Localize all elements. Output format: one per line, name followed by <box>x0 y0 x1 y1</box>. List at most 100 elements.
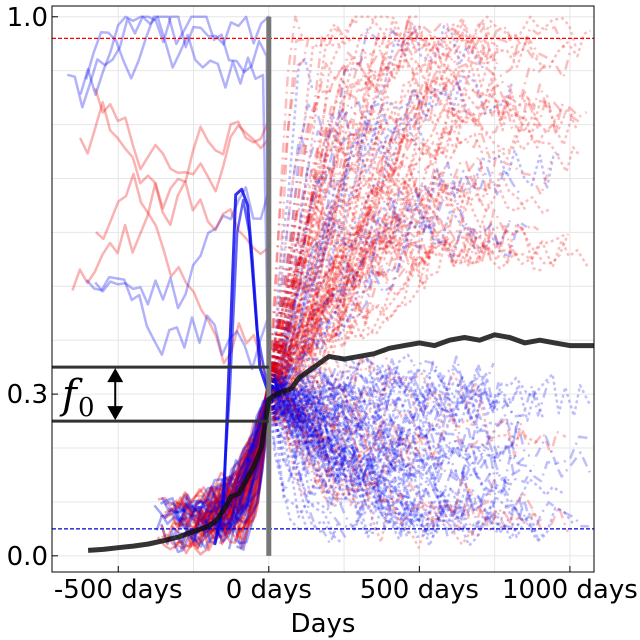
trajectory-line-180 <box>267 170 388 395</box>
trajectory-line-181 <box>267 145 348 395</box>
trajectory-line-80 <box>201 393 271 504</box>
trajectory-line-220 <box>268 365 366 403</box>
trajectory-line-213 <box>267 393 317 485</box>
trajectory-line-223 <box>267 388 569 533</box>
trajectory-line-314 <box>268 392 437 478</box>
trajectory-line-195 <box>267 44 450 395</box>
trajectory-line-207 <box>267 153 553 395</box>
trajectory-line-279 <box>267 393 496 516</box>
trajectory-line-208 <box>267 35 355 395</box>
trajectory-line-48 <box>153 393 270 526</box>
trajectory-line-228 <box>267 393 346 475</box>
trajectory-line-290 <box>268 388 567 458</box>
trajectory-line-108 <box>267 15 418 395</box>
trajectory-line-218 <box>267 386 367 430</box>
x-tick-label-0: -500 days <box>54 575 183 605</box>
trajectory-line-300 <box>267 393 372 485</box>
trajectory-line-305 <box>267 393 372 503</box>
trajectory-line-198 <box>268 115 426 398</box>
trajectory-line-8 <box>155 393 270 531</box>
trajectory-line-194 <box>267 32 381 395</box>
trajectory-line-309 <box>268 382 404 456</box>
trajectory-line-109 <box>267 240 337 395</box>
trajectory-line-4 <box>191 393 271 550</box>
trajectory-line-298 <box>267 378 545 423</box>
trajectory-line-124 <box>267 61 548 395</box>
trajectory-line-248 <box>267 386 446 522</box>
trajectory-line-28 <box>204 393 271 517</box>
trajectory-line-214 <box>268 392 363 473</box>
trajectory-line-93 <box>78 100 271 395</box>
trajectory-line-274 <box>267 393 309 477</box>
trajectory-line-184 <box>268 228 544 397</box>
trajectory-line-206 <box>267 55 499 395</box>
trajectory-line-179 <box>267 57 395 395</box>
trajectory-line-302 <box>267 375 588 472</box>
trajectory-line-294 <box>267 366 447 412</box>
trajectory-line-17 <box>156 390 270 551</box>
trajectory-line-235 <box>267 393 301 429</box>
trajectory-line-159 <box>267 97 579 395</box>
trajectory-line-84 <box>164 393 271 524</box>
trajectory-line-224 <box>267 393 301 532</box>
trajectory-line-216 <box>267 384 500 541</box>
trajectory-line-243 <box>267 375 300 418</box>
trajectory-line-276 <box>267 373 443 415</box>
trajectory-line-261 <box>268 392 511 501</box>
trajectory-line-130 <box>267 150 372 396</box>
trajectory-line-143 <box>268 225 513 396</box>
trajectory-line-273 <box>267 393 296 494</box>
trajectory-line-168 <box>268 214 370 399</box>
mean-series <box>87 332 594 553</box>
trajectory-line-94 <box>84 15 271 395</box>
trajectory-line-263 <box>267 393 351 511</box>
trajectory-line-191 <box>267 124 344 395</box>
x-axis-title: Days <box>291 609 356 639</box>
trajectory-line-128 <box>267 90 531 395</box>
trajectory-line-259 <box>267 379 534 538</box>
trajectory-line-201 <box>267 79 468 395</box>
reference-lines <box>52 16 594 556</box>
trajectory-line-25 <box>168 393 270 528</box>
trajectory-line-78 <box>190 393 271 552</box>
trajectory-line-292 <box>267 393 527 534</box>
trajectory-line-164 <box>267 15 387 395</box>
trajectory-line-137 <box>267 188 477 395</box>
trajectory-line-123 <box>267 15 304 395</box>
trajectory-line-297 <box>267 385 397 486</box>
trajectory-line-101 <box>267 211 380 395</box>
trajectory-line-113 <box>268 160 484 396</box>
trajectory-line-287 <box>267 374 527 460</box>
trajectory-line-204 <box>267 19 361 395</box>
trajectory-line-230 <box>267 379 515 486</box>
y-tick-label-1: 0.3 <box>7 380 48 410</box>
trajectory-line-210 <box>267 232 435 395</box>
trajectory-line-77 <box>195 393 271 514</box>
trajectory-line-138 <box>267 132 581 395</box>
trajectory-line-44 <box>159 390 270 526</box>
trajectory-line-174 <box>267 214 341 395</box>
trajectory-line-120 <box>267 91 538 406</box>
trajectory-line-176 <box>267 148 561 395</box>
trajectory-line-304 <box>267 366 309 412</box>
trajectory-line-127 <box>267 132 363 395</box>
trajectory-line-307 <box>267 393 419 453</box>
trajectory-line-22 <box>184 386 271 514</box>
trajectory-line-103 <box>267 75 518 395</box>
trajectory-line-125 <box>267 23 443 395</box>
trajectory-line-166 <box>267 74 514 395</box>
trajectory-line-200 <box>267 138 370 395</box>
trajectory-line-96 <box>94 186 271 395</box>
trajectory-line-172 <box>267 25 566 395</box>
trajectory-line-91 <box>95 172 271 395</box>
trajectory-line-10 <box>198 391 270 532</box>
trajectory-line-247 <box>267 375 539 445</box>
trajectory-line-144 <box>267 24 485 395</box>
trajectory-line-283 <box>267 380 419 487</box>
trajectory-line-258 <box>268 388 543 536</box>
trajectory-line-81 <box>159 393 271 521</box>
trajectory-line-122 <box>267 228 567 408</box>
trajectory-line-262 <box>267 372 502 416</box>
trajectory-line-182 <box>267 190 328 395</box>
